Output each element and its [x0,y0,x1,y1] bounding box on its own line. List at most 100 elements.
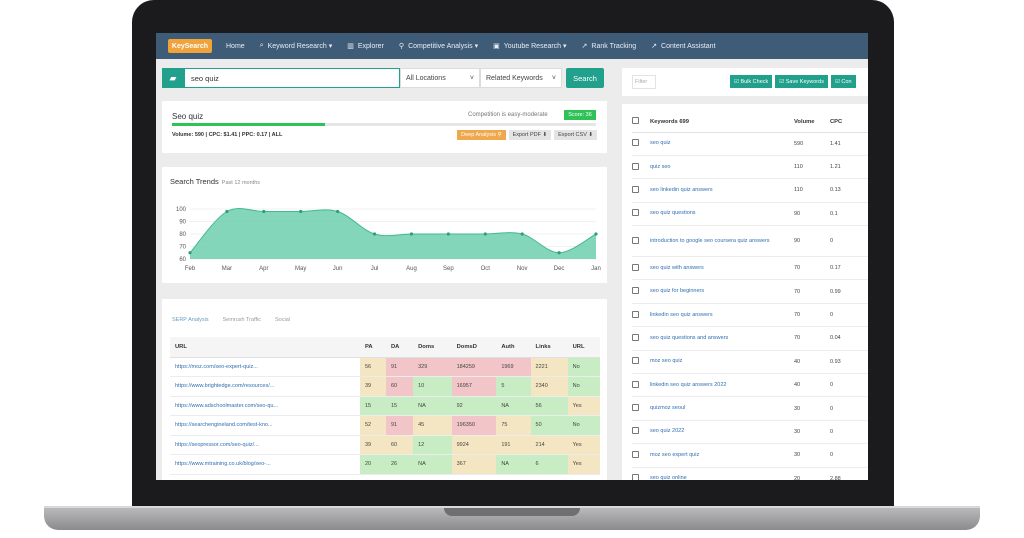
app-logo[interactable]: KeySearch [168,39,212,53]
row-checkbox[interactable] [632,162,639,170]
row-checkbox[interactable] [632,185,639,193]
serp-column-header[interactable]: Doms [413,337,452,358]
list-item: quizmoz seoul 30 0 [632,396,868,421]
export-csv-button[interactable]: Export CSV ⬇ [554,130,597,140]
serp-url-link[interactable]: https://www.mtraining.co.uk/blog/seo-... [170,454,360,475]
serp-url-link[interactable]: https://www.brightedge.com/resources/... [170,376,360,397]
row-checkbox[interactable] [632,209,639,217]
keywords-column-header[interactable]: Keywords 699 [650,112,794,133]
tab-social[interactable]: Social [275,317,290,323]
keyword-link[interactable]: seo quiz [650,132,794,156]
search-input[interactable]: seo quiz [184,68,400,88]
keyword-link[interactable]: introduction to google seo coursera quiz… [650,225,794,258]
row-checkbox-cell [632,467,650,480]
keywords-panel: Filter ☑ Bulk Check ☑ Save Keywords ☑ Co… [622,68,868,480]
link-icon: ⚲ [398,43,405,50]
folder-button[interactable]: ▰ [162,68,184,88]
row-checkbox[interactable] [632,333,639,341]
keyword-link[interactable]: linkedin seo quiz answers 2022 [650,373,794,398]
row-checkbox[interactable] [632,236,639,244]
serp-column-header[interactable]: Auth [496,337,531,358]
row-checkbox[interactable] [632,287,639,295]
trend-point [409,232,414,236]
serp-cell-auth: 1969 [496,357,531,377]
row-checkbox[interactable] [632,474,639,480]
serp-url-link[interactable]: https://seopressor.com/seo-quiz/... [170,435,360,455]
serp-url-link[interactable]: https://searchengineland.com/test-kno... [170,415,360,436]
keyword-volume: 90 [794,225,830,258]
nav-item-6[interactable]: ↗ Content Assistant [651,42,715,51]
save-keywords-button[interactable]: ☑ Save Keywords [775,75,828,88]
row-checkbox[interactable] [632,427,639,435]
trend-point [557,251,561,255]
list-item: linkedin seo quiz answers 70 0 [632,303,868,328]
serp-url-link[interactable]: https://moz.com/seo-expert-quiz... [170,357,360,377]
nav-item-4[interactable]: ▣ Youtube Research ▾ [493,42,566,50]
keyword-link[interactable]: seo quiz with answers [650,256,794,281]
x-tick-label: Mar [222,266,232,272]
location-select[interactable]: All Locations ˅ [400,68,480,88]
serp-column-header[interactable]: DA [386,337,414,358]
row-checkbox[interactable] [632,380,639,388]
row-checkbox[interactable] [632,263,639,271]
keyword-link[interactable]: seo quiz questions and answers [650,326,794,351]
serp-cell-pa: 39 [360,435,386,455]
tab-semrush-traffic[interactable]: Semrush Traffic [222,317,262,323]
serp-column-header[interactable]: DomsD [451,337,497,358]
serp-cell-doms: NA [413,454,452,475]
keyword-link[interactable]: moz seo expert quiz [650,443,794,468]
keyword-link[interactable]: seo quiz online [650,467,794,480]
nav-item-2[interactable]: ▥ Explorer [347,42,384,51]
row-checkbox[interactable] [632,404,639,412]
search-button[interactable]: Search [566,68,604,88]
keyword-volume: 70 [794,256,830,281]
keyword-link[interactable]: quiz seo [650,155,794,180]
nav-item-3[interactable]: ⚲ Competitive Analysis ▾ [399,42,478,50]
score-badge: Score: 36 [564,110,596,120]
serp-column-header[interactable]: URL [170,337,360,358]
more-button[interactable]: ☑ Con [830,75,856,88]
line-chart-icon: ↗ [651,43,658,50]
search-bar: ▰ seo quiz All Locations ˅ Related Keywor… [162,68,607,88]
volume-column-header[interactable]: Volume [794,112,830,133]
caret-icon: ˅ [551,75,556,82]
row-checkbox-cell [632,373,650,398]
keyword-link[interactable]: seo quiz for beginners [650,279,794,304]
keyword-volume: 40 [794,350,830,375]
keyword-link[interactable]: linkedin seo quiz answers [650,303,794,328]
serp-column-header[interactable]: PA [360,337,386,358]
bulk-check-button[interactable]: ☑ Bulk Check [730,75,773,88]
keyword-title: Seo quiz [172,112,204,121]
keyword-link[interactable]: seo quiz questions [650,202,794,227]
row-checkbox[interactable] [632,357,639,365]
trend-point [483,232,487,236]
y-tick-label: 60 [179,257,186,263]
keyword-link[interactable]: quizmoz seoul [650,396,794,421]
keyword-link[interactable]: seo linkedin quiz answers [650,178,794,203]
row-checkbox[interactable] [632,450,639,458]
nav-item-0[interactable]: Home [226,43,245,50]
deep-analysis-button[interactable]: Deep Analysis ⚲ [457,130,506,140]
nav-item-5[interactable]: ↗ Rank Tracking [582,42,637,51]
keyword-link[interactable]: moz seo quiz [650,350,794,375]
list-item: seo quiz online 20 2.88 [632,467,868,480]
keyword-link[interactable]: seo quiz 2022 [650,420,794,445]
serp-column-header[interactable]: Links [530,337,568,358]
serp-column-header[interactable]: URL [567,337,600,358]
row-checkbox[interactable] [632,139,639,147]
tab-serp-analysis[interactable]: SERP Analysis [172,317,209,323]
logo-text: KeySearch [171,42,209,50]
list-item: seo quiz 590 1.41 [632,132,868,156]
export-pdf-button[interactable]: Export PDF ⬇ [508,130,552,140]
serp-cell-links: 50 [530,415,568,436]
nav-item-1[interactable]: ⌕ Keyword Research ▾ [260,42,333,50]
keyword-mode-select[interactable]: Related Keywords ˅ [480,68,562,88]
cpc-column-header[interactable]: CPC [830,112,868,133]
filter-input[interactable]: Filter [632,75,656,89]
serp-url-link[interactable]: https://www.adschoolmaster.com/seo-qu... [170,396,360,416]
select-all-checkbox[interactable] [632,117,639,125]
trends-title-text: Search Trends [170,177,219,186]
row-checkbox[interactable] [632,310,639,318]
score-bar-fill [172,123,325,126]
